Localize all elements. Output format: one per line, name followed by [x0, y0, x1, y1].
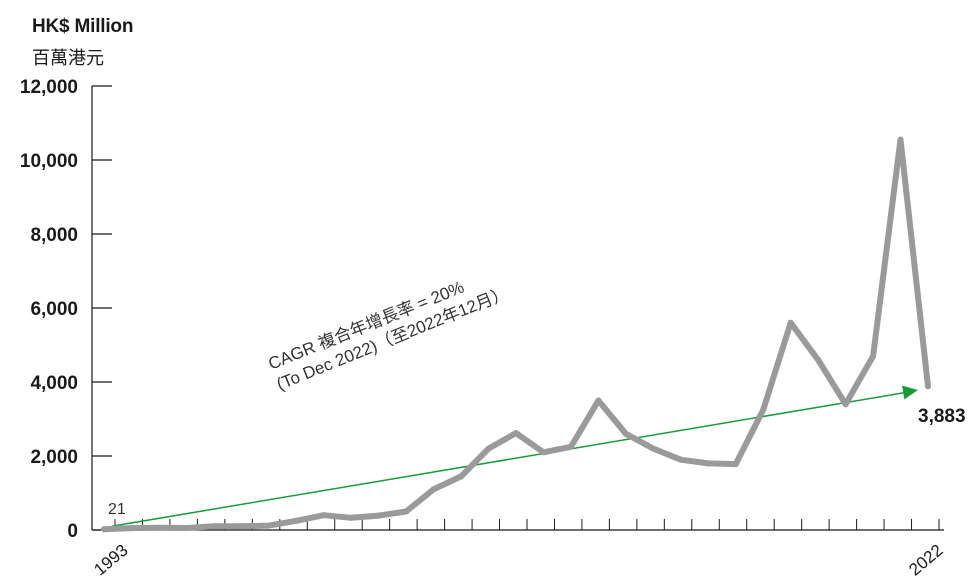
data-point	[650, 445, 657, 452]
data-label-last: 3,883	[918, 406, 966, 427]
data-point	[348, 514, 355, 521]
series-group	[101, 136, 931, 533]
data-point	[897, 136, 904, 143]
data-point	[128, 525, 135, 532]
data-labels: 21 3,883	[108, 406, 966, 518]
data-point	[238, 523, 245, 530]
data-point	[458, 473, 465, 480]
data-point	[732, 461, 739, 468]
trend-line-group	[111, 385, 918, 527]
x-tick-label-first: 1993	[90, 541, 131, 580]
data-point	[183, 524, 190, 531]
data-label-first: 21	[108, 501, 126, 518]
data-point	[485, 445, 492, 452]
data-point	[622, 430, 629, 437]
y-tick-label: 4,000	[30, 373, 78, 394]
data-point	[925, 383, 931, 390]
y-tick-label: 0	[67, 521, 78, 542]
series-line	[101, 136, 931, 533]
data-point	[760, 406, 767, 413]
data-point	[842, 401, 849, 408]
y-unit-chinese: 百萬港元	[32, 48, 104, 69]
data-point	[815, 356, 822, 363]
data-point	[293, 517, 300, 524]
cagr-annotation: CAGR 複合年增長率 = 20% (To Dec 2022)（至2022年12…	[266, 278, 512, 394]
data-point	[513, 430, 519, 437]
data-point	[595, 397, 602, 404]
y-tick-label: 10,000	[20, 151, 78, 172]
data-point	[320, 512, 327, 519]
y-tick-label: 8,000	[30, 225, 78, 246]
data-point	[705, 460, 712, 467]
data-point	[870, 353, 877, 360]
data-point	[540, 449, 547, 456]
y-unit-english: HK$ Million	[32, 16, 134, 37]
x-tick-label-last: 2022	[905, 541, 946, 580]
trend-arrowhead	[902, 385, 918, 400]
y-tick-label: 6,000	[30, 299, 78, 320]
y-tick-label: 2,000	[30, 447, 78, 468]
data-point	[155, 524, 162, 531]
cagr-trend-line	[111, 390, 913, 527]
data-point	[265, 522, 272, 529]
data-point	[430, 486, 437, 493]
data-point	[787, 319, 794, 326]
data-point	[677, 456, 684, 463]
data-point	[567, 443, 574, 450]
y-axis: 0 2,000 4,000 6,000 8,000 10,000 12,000	[20, 77, 112, 542]
data-point	[210, 523, 217, 530]
data-point	[403, 508, 410, 515]
data-point	[101, 526, 107, 533]
y-tick-label: 12,000	[20, 77, 78, 98]
data-point	[375, 512, 382, 519]
